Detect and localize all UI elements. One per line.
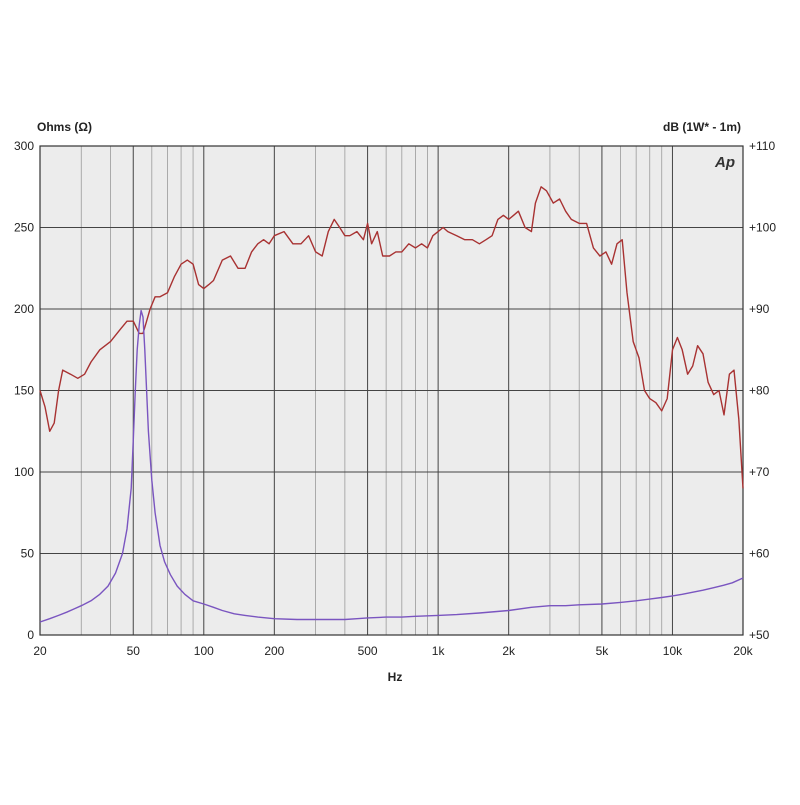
x-axis-title: Hz — [388, 670, 403, 684]
left-tick-label: 0 — [27, 628, 34, 642]
left-tick-label: 50 — [21, 547, 35, 561]
x-tick-label: 500 — [358, 644, 378, 658]
right-tick-label: +110 — [749, 139, 775, 153]
x-tick-label: 5k — [596, 644, 610, 658]
impedance-line — [39, 309, 744, 623]
x-tick-label: 1k — [432, 644, 446, 658]
x-tick-label: 50 — [127, 644, 141, 658]
brand-logo: Ap — [714, 154, 735, 171]
right-axis-title: dB (1W* - 1m) — [663, 120, 741, 134]
left-axis-title: Ohms (Ω) — [37, 120, 92, 134]
right-tick-label: +60 — [749, 547, 770, 561]
left-tick-label: 200 — [14, 302, 34, 316]
frequency-response-line — [39, 186, 744, 489]
left-tick-label: 100 — [14, 465, 34, 479]
left-tick-label: 300 — [14, 139, 34, 153]
x-tick-label: 20k — [733, 644, 753, 658]
left-tick-labels: 0 50 100 150 200 250 300 — [14, 139, 34, 642]
right-tick-label: +80 — [749, 384, 770, 398]
x-tick-label: 2k — [502, 644, 516, 658]
right-tick-label: +100 — [749, 221, 776, 235]
right-tick-label: +50 — [749, 628, 770, 642]
x-tick-labels: 20 50 100 200 500 1k 2k 5k 10k 20k — [33, 644, 753, 658]
right-tick-label: +70 — [749, 465, 770, 479]
right-tick-label: +90 — [749, 302, 770, 316]
right-tick-labels: +50 +60 +70 +80 +90 +100 +110 — [749, 139, 776, 642]
x-tick-label: 20 — [33, 644, 47, 658]
x-tick-label: 10k — [663, 644, 683, 658]
left-tick-label: 150 — [14, 384, 34, 398]
left-tick-label: 250 — [14, 221, 34, 235]
x-tick-label: 100 — [194, 644, 214, 658]
x-tick-label: 200 — [264, 644, 284, 658]
series-layer — [39, 186, 744, 623]
